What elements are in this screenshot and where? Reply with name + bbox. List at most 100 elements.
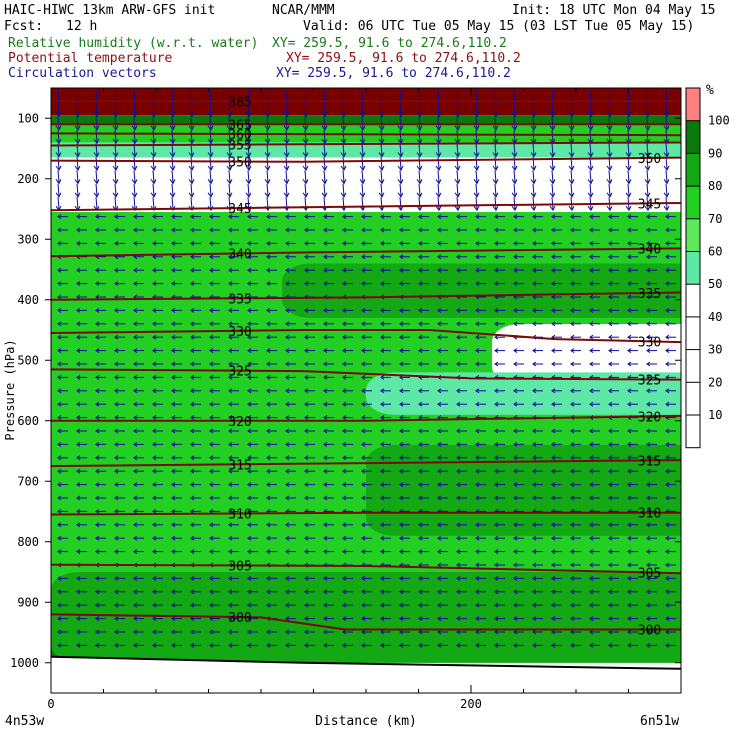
wind-vector	[228, 103, 231, 116]
wind-vector-head	[209, 428, 214, 434]
wind-vector-head	[285, 415, 290, 421]
field2-xy: XY= 259.5, 91.6 to 274.6,110.2	[286, 51, 521, 66]
wind-vector-head	[549, 125, 556, 131]
wind-vector-head	[247, 334, 252, 340]
wind-vector	[399, 183, 402, 196]
wind-vector-head	[361, 602, 366, 608]
wind-vector-head	[589, 294, 594, 300]
wind-vector-head	[57, 441, 62, 447]
wind-vector-head	[513, 482, 518, 488]
wind-vector-head	[399, 616, 404, 622]
wind-vector-head	[152, 629, 157, 635]
wind-vector	[399, 103, 402, 116]
wind-vector-head	[625, 165, 632, 171]
wind-vector-head	[625, 112, 632, 118]
wind-vector-head	[399, 415, 404, 421]
wind-vector-head	[475, 589, 480, 595]
wind-vector-head	[247, 388, 252, 394]
wind-vector	[266, 89, 269, 103]
wind-vector-head	[665, 348, 670, 354]
wind-vector-head	[190, 642, 195, 648]
wind-vector-head	[321, 125, 328, 131]
wind-vector-head	[627, 388, 632, 394]
wind-vector-head	[646, 348, 651, 354]
wind-vector	[57, 183, 60, 196]
wind-vector-head	[380, 522, 385, 528]
wind-vector	[304, 103, 307, 116]
wind-vector-head	[494, 616, 499, 622]
wind-vector	[608, 89, 611, 103]
wind-vector-head	[399, 307, 404, 313]
wind-vector-head	[513, 348, 518, 354]
wind-vector-head	[114, 307, 119, 313]
wind-vector-head	[380, 482, 385, 488]
wind-vector-head	[570, 254, 575, 260]
wind-vector-head	[456, 334, 461, 340]
wind-vector-head	[380, 616, 385, 622]
wind-vector-head	[133, 642, 138, 648]
wind-vector	[342, 130, 345, 143]
wind-vector-head	[646, 361, 651, 367]
theta-contour-355	[51, 141, 681, 147]
wind-vector-head	[646, 281, 651, 287]
wind-vector-head	[76, 267, 81, 273]
wind-vector-head	[646, 267, 651, 273]
wind-vector-head	[627, 482, 632, 488]
wind-vector	[304, 170, 307, 183]
wind-vector	[627, 183, 630, 196]
wind-vector-head	[228, 348, 233, 354]
wind-vector	[551, 89, 554, 103]
wind-vector-head	[228, 468, 233, 474]
wind-vector-head	[551, 240, 556, 246]
wind-vector-head	[380, 227, 385, 233]
y-tick-label: 100	[17, 111, 39, 125]
wind-vector-head	[152, 281, 157, 287]
wind-vector	[266, 130, 269, 143]
wind-vector-head	[627, 240, 632, 246]
wind-vector	[171, 103, 174, 116]
wind-vector-head	[114, 455, 119, 461]
wind-vector-head	[589, 629, 594, 635]
wind-vector-head	[209, 214, 214, 220]
wind-vector-head	[378, 205, 385, 212]
wind-vector-head	[247, 361, 252, 367]
wind-vector-head	[494, 227, 499, 233]
wind-vector-head	[228, 428, 233, 434]
wind-vector-head	[456, 307, 461, 313]
wind-vector-head	[399, 334, 404, 340]
colorbar-segment	[686, 316, 700, 350]
wind-vector-head	[114, 361, 119, 367]
wind-vector-head	[418, 321, 423, 327]
wind-vector-head	[627, 254, 632, 260]
wind-vector-head	[399, 428, 404, 434]
wind-vector	[152, 170, 155, 183]
wind-vector	[57, 89, 60, 103]
wind-vector-head	[665, 428, 670, 434]
wind-vector-head	[473, 112, 480, 118]
wind-vector-head	[380, 334, 385, 340]
wind-vector-head	[494, 575, 499, 581]
wind-vector-head	[323, 401, 328, 407]
wind-vector-head	[589, 589, 594, 595]
wind-vector	[380, 170, 383, 183]
wind-vector-head	[380, 307, 385, 313]
wind-vector-head	[570, 361, 575, 367]
wind-vector-head	[152, 508, 157, 514]
wind-vector-head	[95, 575, 100, 581]
wind-vector	[551, 170, 554, 183]
wind-vector-head	[551, 401, 556, 407]
wind-vector-head	[589, 428, 594, 434]
wind-vector-head	[608, 616, 613, 622]
wind-vector-head	[627, 616, 632, 622]
wind-vector-head	[589, 455, 594, 461]
wind-vector-head	[150, 125, 157, 131]
wind-vector-head	[646, 616, 651, 622]
wind-vector-head	[627, 307, 632, 313]
wind-vector-head	[55, 192, 62, 198]
wind-vector-head	[494, 307, 499, 313]
wind-vector-head	[551, 254, 556, 260]
y-tick-label: 200	[17, 172, 39, 186]
wind-vector	[228, 156, 231, 170]
theta-label: 335	[638, 287, 661, 302]
